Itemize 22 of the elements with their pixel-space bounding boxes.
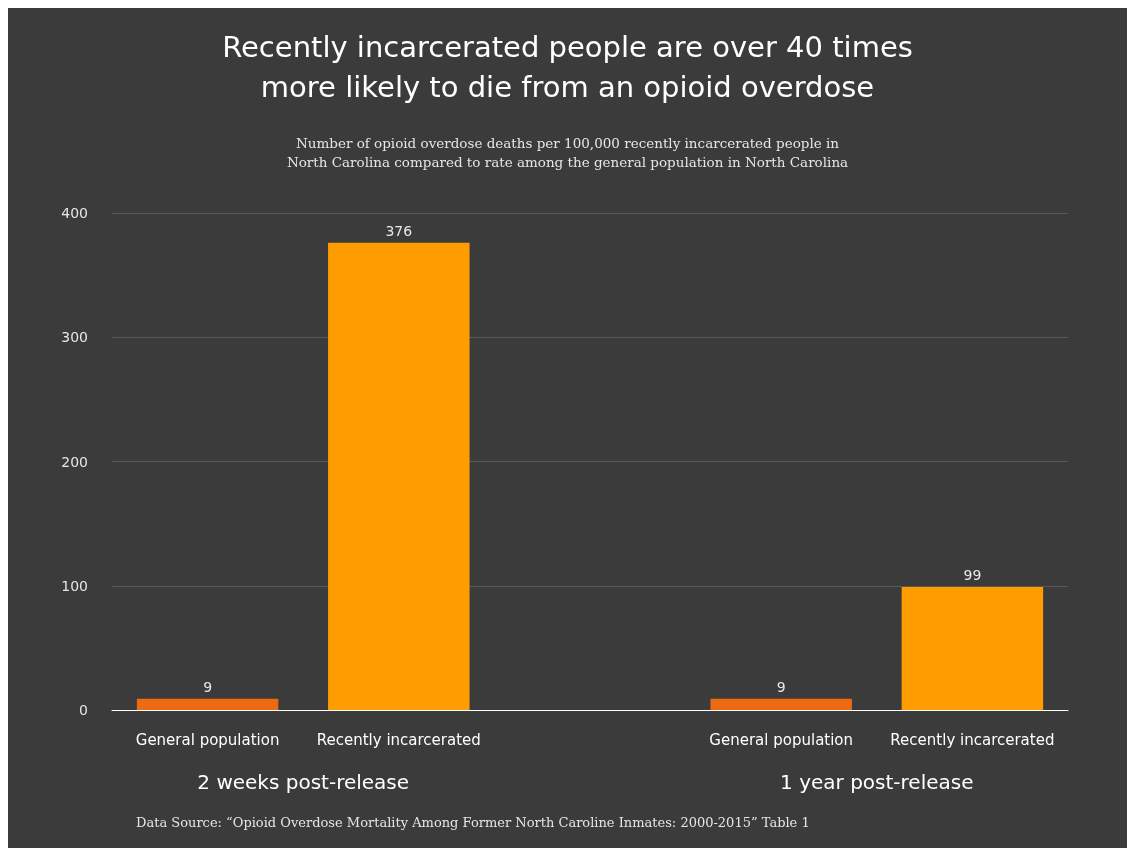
y-tick-label: 400 [61,205,88,221]
x-tick-label: Recently incarcerated [316,730,481,749]
y-tick-label: 100 [61,577,88,594]
bar [901,586,1044,710]
source-note: Data Source: “Opioid Overdose Mortality Among Former North Caroline Inmates: 2000-2015” Table 1 [136,814,810,830]
data-label: 9 [203,678,213,695]
y-tick-label: 0 [79,702,88,718]
x-tick-label: Recently incarcerated [890,730,1055,749]
text: 1 year post-release [780,770,974,794]
bar [710,698,852,710]
y-tick-label: 200 [61,453,88,470]
x-tick-label: General population [135,730,280,749]
y-tick-label: 300 [61,329,88,346]
bar [328,242,470,710]
chart-title: Recently incarcerated people are over 40 times more likely to die from an opioid overdose [222,30,913,104]
chart-subtitle: Number of opioid overdose deaths per 100,000 recently incarcerated people in North Carolina compared to rate among the general population in North Carolina [286,134,849,170]
data-label: 376 [385,222,413,239]
text: 2 weeks post-release [197,770,410,794]
data-label: 9 [776,678,786,695]
data-label: 99 [963,566,982,583]
x-tick-label: General population [709,730,854,749]
bar [136,698,279,710]
